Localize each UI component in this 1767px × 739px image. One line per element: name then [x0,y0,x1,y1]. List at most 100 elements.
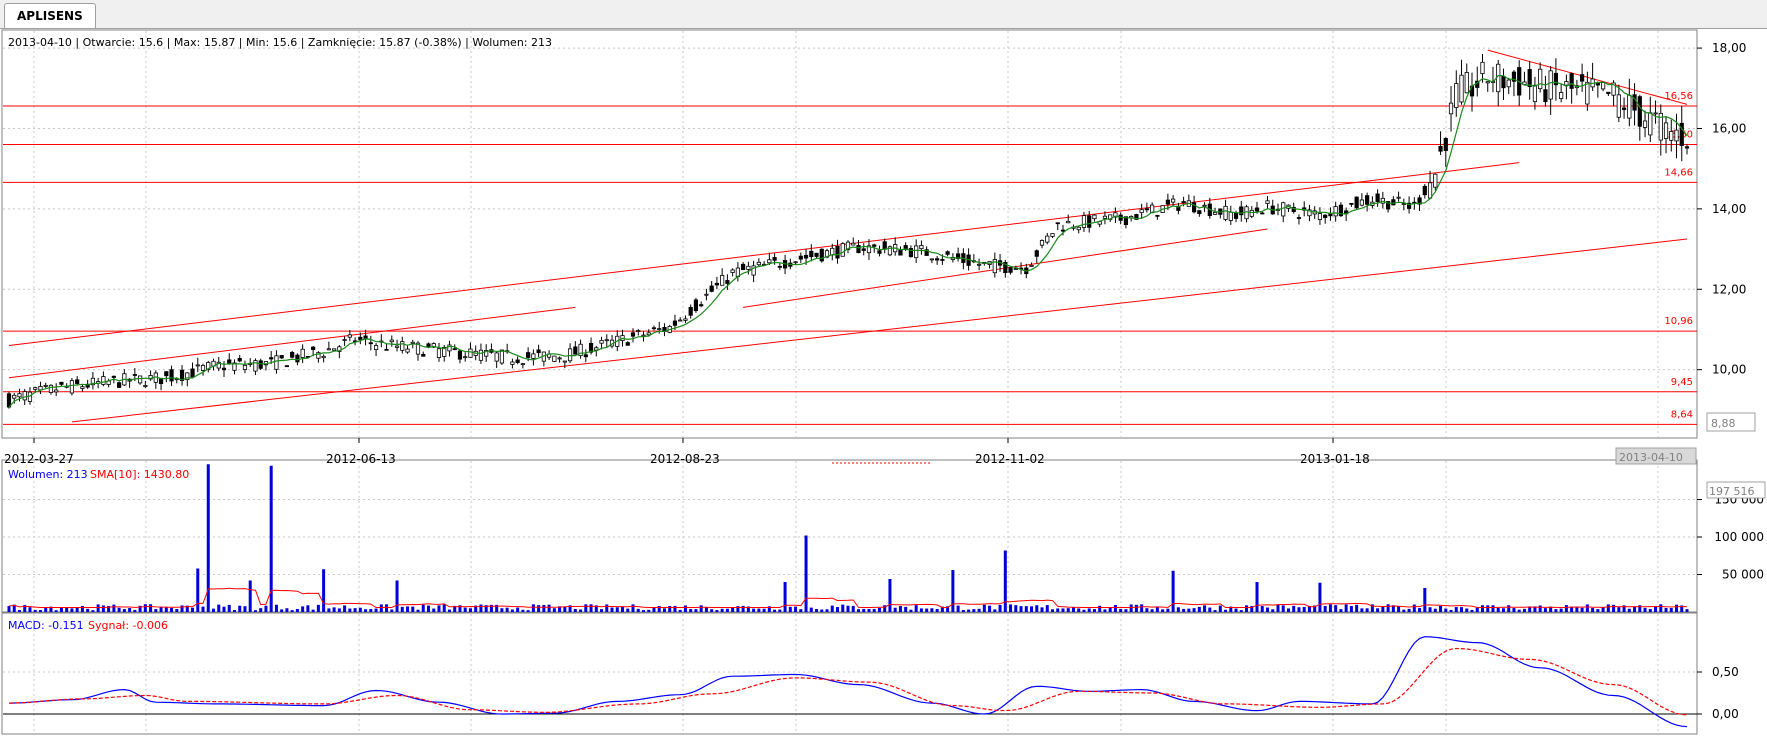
volume-bar [489,604,493,612]
candle [1375,193,1380,203]
volume-bar [1176,607,1180,612]
volume-bar [180,605,184,612]
candle [1606,91,1611,94]
candle [1585,81,1590,105]
candle [1333,206,1338,217]
candle [1223,205,1228,220]
volume-bar [809,607,813,612]
candle [242,365,248,370]
candle [1233,212,1239,219]
volume-bar [846,605,850,612]
volume-bar [778,609,782,612]
candle [452,348,457,351]
volume-bar [961,609,965,612]
date-tick-label: 2012-03-27 [4,452,74,466]
volume-bar [715,610,719,612]
volume-bar [1030,606,1034,612]
candle [924,249,929,256]
candle [1050,233,1055,237]
volume-bar [799,609,803,612]
candle [1197,210,1202,214]
candle [1438,145,1443,152]
volume-bar [112,604,116,612]
signal-legend: Sygnał: -0.006 [88,619,168,632]
candle [531,353,536,359]
candle [200,365,206,371]
volume-bar [91,610,95,612]
volume-bar [1292,605,1296,612]
volume-bar [704,607,708,612]
candle [1616,94,1621,118]
price-sma-line [8,74,1688,408]
volume-bar [647,609,651,612]
candle [803,254,809,259]
candle [1485,81,1490,84]
candle [1359,199,1364,206]
volume-bar [1245,605,1249,612]
candle [1679,122,1684,146]
candle [185,372,190,381]
volume-bar [232,610,236,612]
candle [699,304,704,307]
candle [1113,212,1118,218]
volume-bar [1501,608,1505,612]
volume-bar [584,604,588,612]
candle [1139,209,1144,214]
volume-bar [1150,609,1154,612]
price-tick-label: 16,00 [1712,121,1746,135]
candle [1621,107,1627,110]
volume-bar [80,605,84,612]
volume-bar [657,606,661,612]
candle [1239,206,1244,216]
candle [1580,74,1585,82]
trend-line-1 [8,306,576,379]
candle [457,350,463,360]
tab-aplisens[interactable]: APLISENS [4,3,96,28]
candle [33,387,38,390]
volume-bar [836,607,840,612]
candle [599,339,604,344]
volume-bar [1407,608,1411,612]
volume-bar [1559,608,1563,612]
volume-bar [1391,605,1395,612]
volume-bar [474,605,478,612]
candle [1464,72,1469,94]
volume-bar [1580,607,1584,612]
volume-bar [1318,582,1322,612]
volume-bar [259,608,263,612]
candle [725,280,730,284]
candle [101,376,106,385]
volume-bar [295,608,299,612]
volume-bar [1339,609,1343,612]
candle [651,327,657,330]
level-label-3: 10,96 [1664,316,1693,327]
volume-bar [1286,608,1290,612]
candle [447,344,452,352]
volume-bar [395,580,399,612]
volume-panel [1,459,1698,613]
candle [756,261,761,266]
candle [1013,268,1018,270]
candle [1039,240,1045,246]
volume-bar [904,606,908,612]
candle [861,248,866,251]
volume-bar [1040,607,1044,612]
candle [1501,75,1506,89]
volume-bar [547,604,551,612]
volume-bar [1051,609,1055,612]
candle [1406,202,1412,209]
candle [767,259,772,264]
volume-bar [1606,604,1610,612]
candle [851,242,856,246]
volume-bar [1664,607,1668,612]
volume-bar [1570,606,1574,612]
volume-bar [1538,605,1542,612]
volume-tick-label: 100 000 [1714,530,1764,544]
volume-bar [1533,606,1537,612]
volume-bar [631,604,635,612]
volume-bar [406,606,410,612]
volume-bar [133,609,137,612]
volume-bar [1082,609,1086,612]
volume-bar [1003,550,1007,612]
